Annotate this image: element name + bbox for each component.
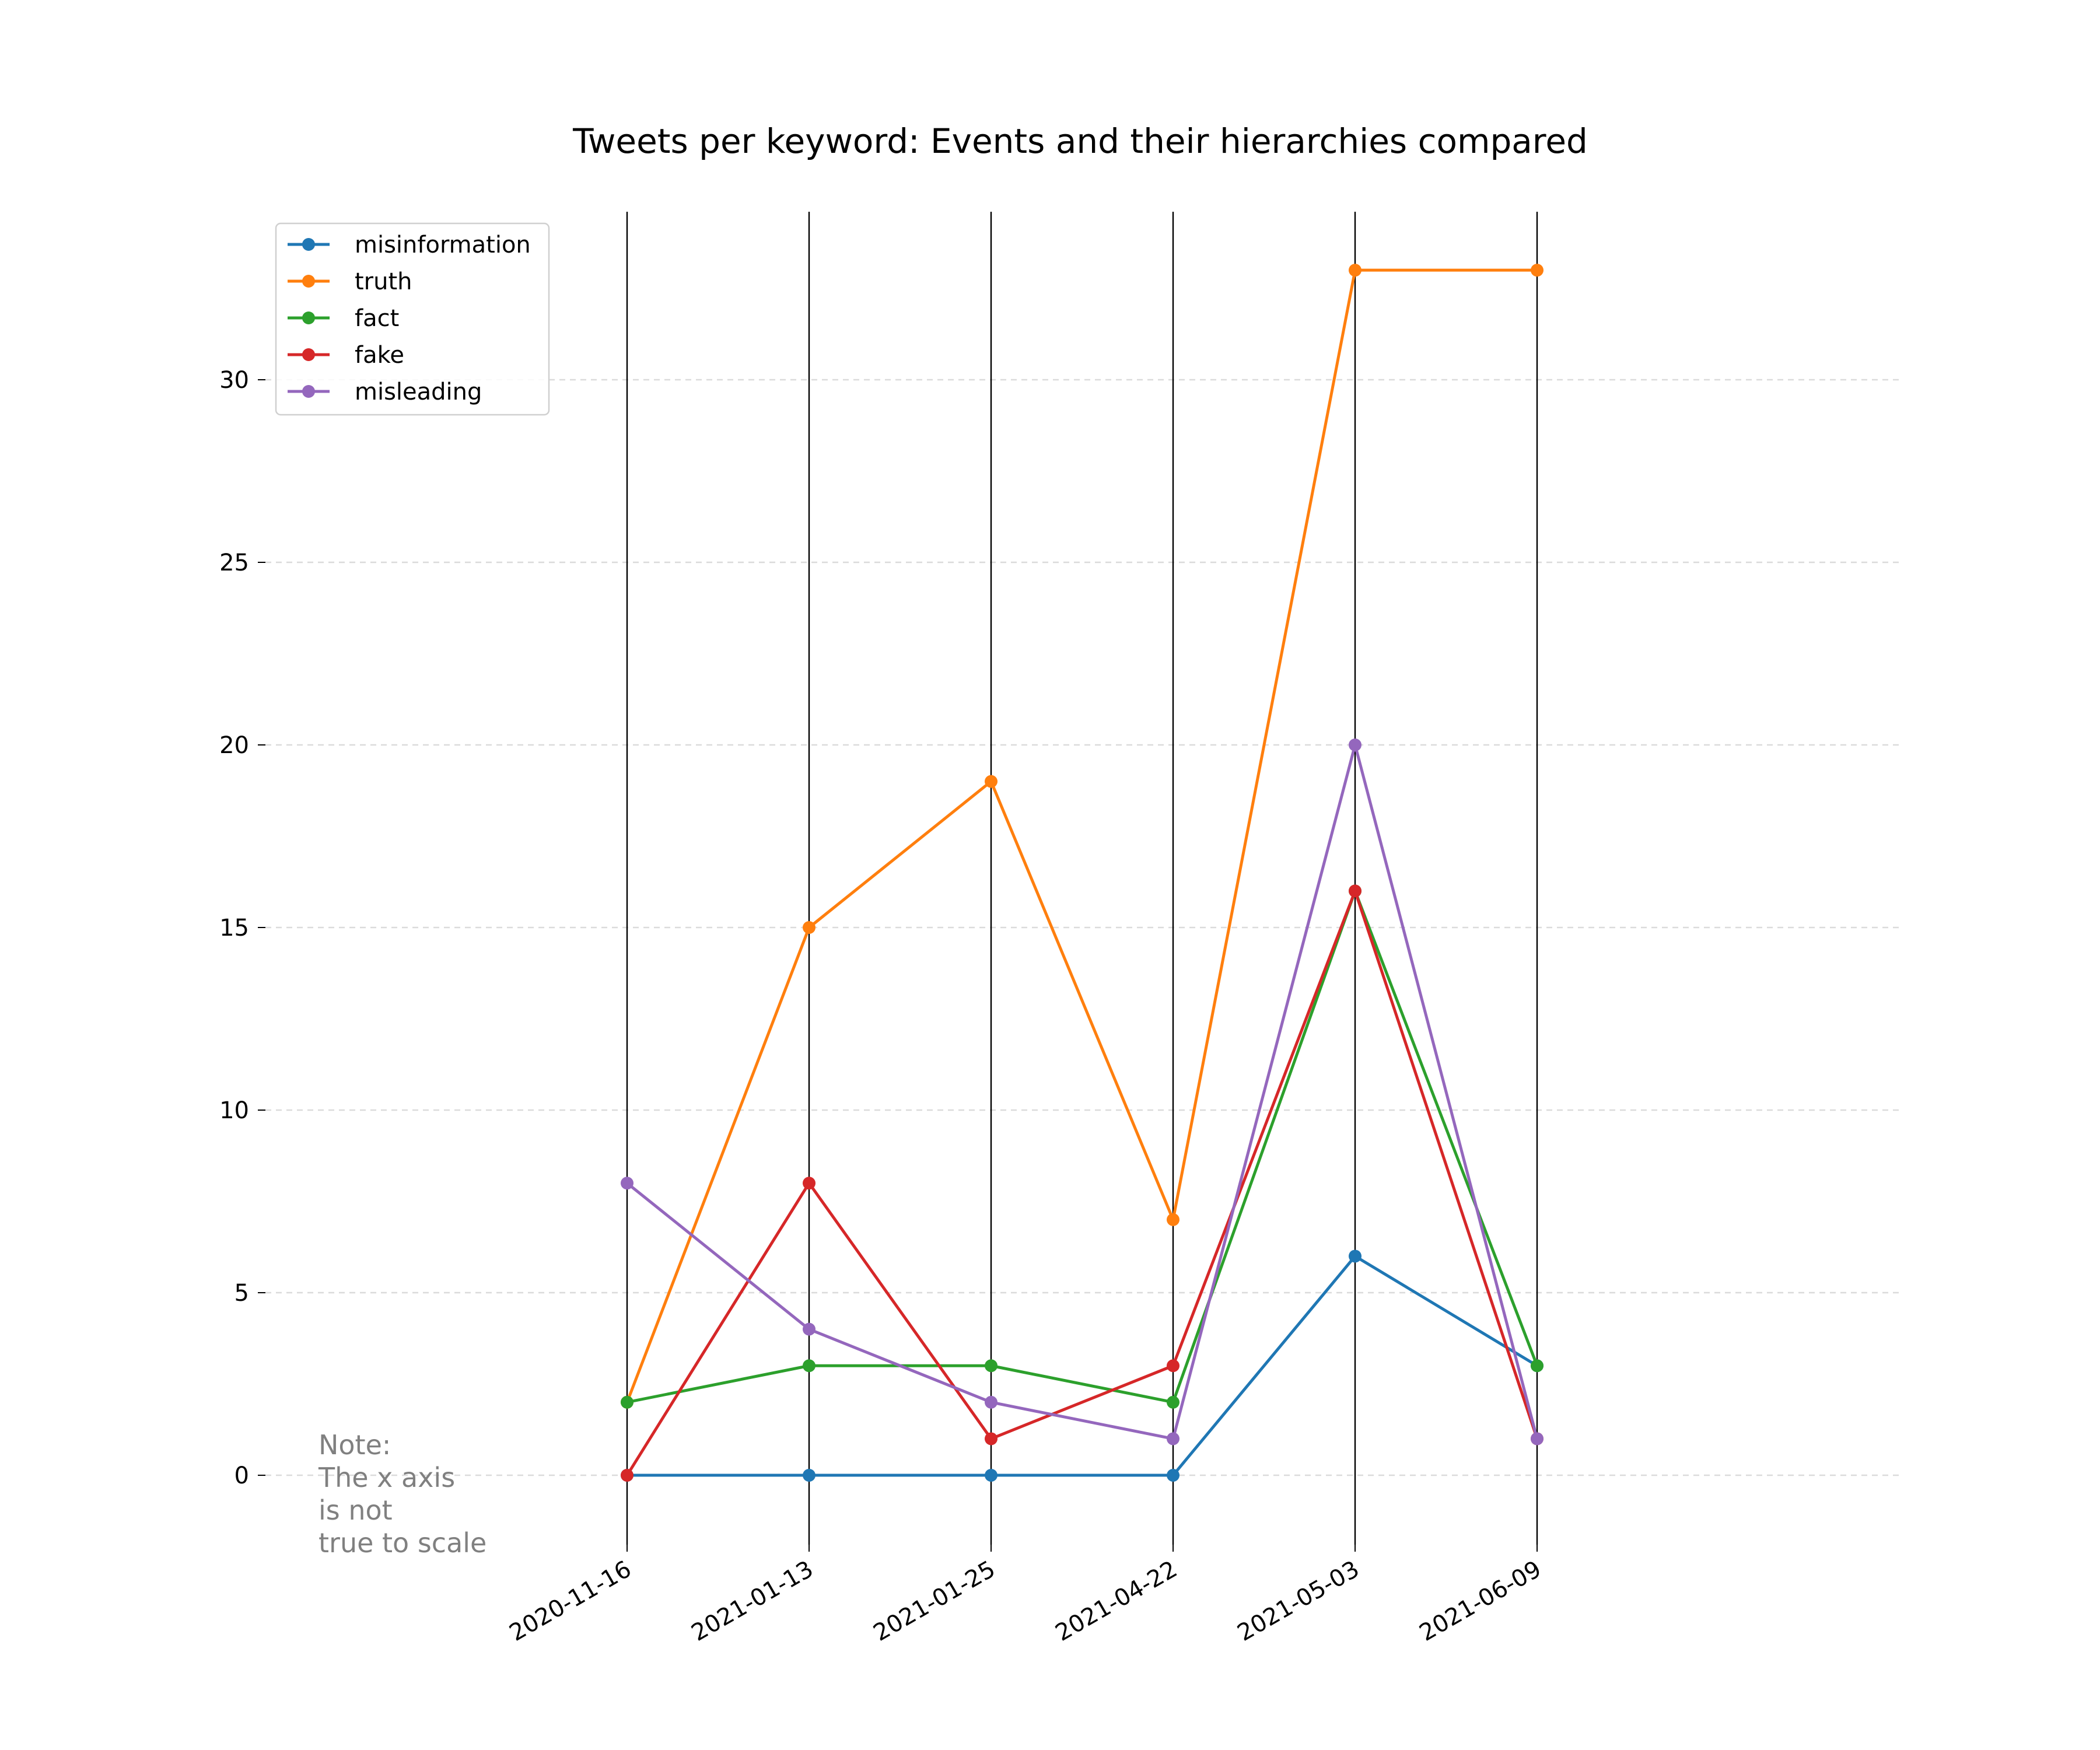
- series-lines: [621, 264, 1544, 1482]
- legend-label: truth: [355, 268, 412, 295]
- note-line: true to scale: [318, 1527, 487, 1559]
- note-line: Note:: [318, 1429, 391, 1461]
- legend-swatch-marker: [302, 275, 315, 288]
- y-tick-label: 20: [219, 732, 249, 759]
- point-misinformation: [803, 1469, 816, 1482]
- point-fake: [1167, 1359, 1180, 1373]
- x-tick-label: 2021-01-25: [869, 1556, 1000, 1647]
- point-fact: [1167, 1395, 1180, 1409]
- x-axis: 2020-11-16 2021-01-13 2021-01-25 2021-04-22…: [505, 1545, 1546, 1647]
- legend-label: fact: [355, 305, 399, 332]
- point-truth: [803, 921, 816, 935]
- point-fake: [1349, 884, 1362, 898]
- event-lines: [626, 212, 1538, 1545]
- point-fact: [985, 1359, 998, 1373]
- point-truth: [1531, 264, 1544, 277]
- series-line-fact: [626, 889, 1539, 1404]
- point-truth: [985, 775, 998, 788]
- y-tick-label: 25: [219, 550, 249, 576]
- x-tick-label: 2021-01-13: [687, 1556, 818, 1647]
- point-truth: [1167, 1213, 1180, 1226]
- legend-label: misinformation: [355, 232, 531, 258]
- note-line: is not: [318, 1494, 393, 1526]
- x-tick-label: 2020-11-16: [505, 1556, 636, 1647]
- point-misleading: [1167, 1432, 1180, 1446]
- point-misinformation: [1167, 1469, 1180, 1482]
- point-misleading: [803, 1322, 816, 1336]
- x-tick-label: 2021-05-03: [1233, 1556, 1364, 1647]
- legend: misinformation truth fact fake misleading: [275, 222, 550, 416]
- legend-swatch-marker: [302, 385, 315, 398]
- point-fake: [803, 1177, 816, 1190]
- point-misinformation: [1349, 1250, 1362, 1263]
- legend-label: fake: [355, 342, 404, 369]
- legend-swatch-marker: [302, 312, 315, 324]
- series-line-truth: [625, 268, 1537, 1403]
- x-tick-label: 2021-04-22: [1051, 1556, 1182, 1647]
- point-fake: [985, 1432, 998, 1446]
- point-misinformation: [985, 1469, 998, 1482]
- point-misleading: [1349, 738, 1362, 751]
- grid: [265, 379, 1899, 1476]
- point-misleading: [1531, 1432, 1544, 1446]
- y-tick-label: 30: [219, 367, 249, 394]
- point-fake: [621, 1469, 634, 1482]
- legend-swatch-marker: [302, 238, 315, 251]
- point-misleading: [621, 1177, 634, 1190]
- point-fact: [1531, 1359, 1544, 1373]
- point-fact: [803, 1359, 816, 1373]
- series-line-misleading: [626, 743, 1539, 1440]
- point-truth: [1349, 264, 1362, 277]
- series-line-fake: [625, 889, 1539, 1476]
- x-tick-label: 2021-06-09: [1415, 1556, 1546, 1647]
- y-tick-label: 0: [235, 1462, 249, 1489]
- legend-swatch-marker: [302, 348, 315, 361]
- y-tick-label: 10: [219, 1097, 249, 1124]
- point-misleading: [985, 1395, 998, 1409]
- note-line: The x axis: [318, 1462, 455, 1493]
- y-tick-label: 15: [219, 915, 249, 942]
- chart-title: Tweets per keyword: Events and their hie…: [572, 121, 1588, 161]
- y-axis: 0 5 10 15 20 25 30: [219, 367, 265, 1489]
- legend-label: misleading: [355, 379, 482, 405]
- series-line-misinformation: [627, 1254, 1538, 1477]
- point-fact: [621, 1395, 634, 1409]
- legend-box: [275, 222, 550, 416]
- y-tick-label: 5: [235, 1280, 249, 1307]
